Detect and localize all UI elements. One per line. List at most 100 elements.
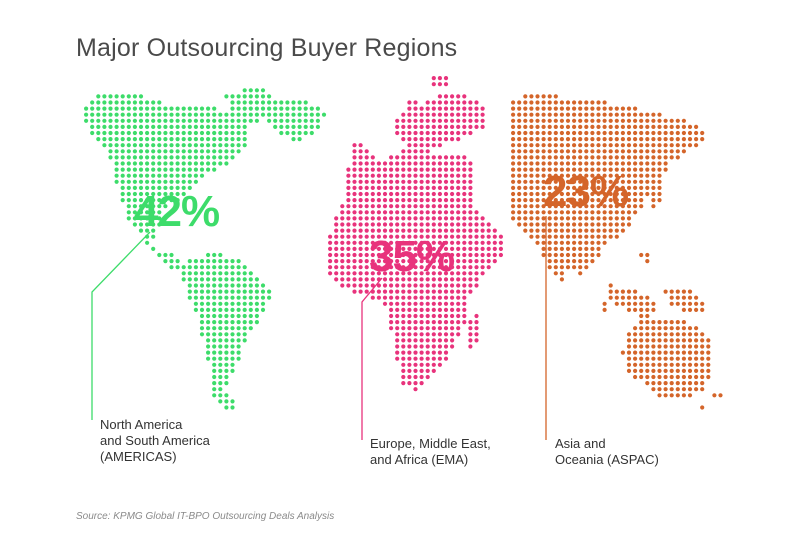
americas-dot [96, 112, 101, 117]
aspac-dot [517, 204, 522, 209]
aspac-dot [620, 155, 626, 160]
aspac-dot [694, 356, 699, 361]
aspac-dot [639, 161, 644, 166]
aspac-dot [626, 344, 632, 349]
aspac-dot [681, 387, 687, 392]
ema-dot [352, 210, 357, 215]
aspac-dot [565, 143, 571, 148]
ema-dot [450, 228, 455, 233]
ema-dot [419, 155, 424, 160]
americas-dot [224, 320, 229, 325]
americas-dot [90, 100, 95, 105]
ema-dot [346, 234, 351, 239]
ema-dot [376, 265, 381, 270]
aspac-dot [675, 295, 680, 300]
aspac-dot [706, 356, 711, 361]
ema-dot [376, 289, 381, 294]
aspac-dot [584, 155, 589, 160]
aspac-dot [694, 295, 699, 300]
aspac-dot [626, 118, 632, 123]
ema-dot [401, 313, 406, 319]
aspac-dot [675, 118, 680, 123]
americas-dot [132, 210, 137, 215]
americas-dot [224, 143, 229, 148]
ema-dot [450, 307, 455, 312]
americas-dot [151, 130, 156, 136]
americas-dot [193, 271, 198, 276]
aspac-dot [645, 167, 650, 172]
ema-dot [437, 362, 442, 367]
aspac-dot [572, 252, 577, 258]
ema-dot [395, 130, 400, 136]
aspac-dot [669, 350, 674, 355]
americas-dot [218, 252, 223, 258]
aspac-dot [517, 198, 522, 203]
aspac-dot [541, 94, 546, 99]
aspac-dot [663, 381, 668, 386]
americas-dot [267, 289, 272, 294]
americas-label-line-1: North America [100, 417, 183, 432]
ema-dot [370, 179, 375, 184]
aspac-dot [657, 350, 662, 355]
americas-dot [291, 137, 296, 142]
aspac-dot [584, 265, 589, 270]
americas-dot [218, 381, 223, 386]
aspac-dot [541, 124, 546, 129]
americas-dot [230, 326, 235, 331]
americas-dot [242, 118, 247, 123]
aspac-dot [541, 118, 546, 123]
ema-dot [395, 173, 400, 178]
ema-dot [358, 210, 363, 215]
ema-dot [462, 259, 467, 264]
ema-dot [431, 344, 436, 349]
aspac-dot [596, 118, 601, 123]
ema-dot [450, 210, 455, 215]
ema-dot [450, 277, 455, 282]
americas-dot [145, 216, 150, 221]
americas-dot [169, 106, 174, 111]
aspac-dot [620, 179, 626, 184]
aspac-dot [651, 191, 656, 197]
americas-dot [206, 271, 211, 276]
aspac-dot [633, 185, 638, 190]
aspac-dot [523, 198, 528, 203]
ema-dot [456, 289, 461, 294]
aspac-dot [675, 332, 680, 337]
aspac-dot [639, 198, 644, 203]
americas-dot [206, 350, 211, 355]
ema-dot [462, 173, 467, 178]
aspac-dot [547, 143, 552, 148]
americas-dot [236, 338, 241, 343]
ema-dot [450, 118, 455, 123]
ema-dot [352, 191, 357, 197]
ema-dot [395, 350, 400, 355]
ema-dot [407, 295, 412, 300]
ema-dot [364, 173, 369, 178]
ema-dot [413, 374, 418, 380]
ema-dot [395, 118, 400, 123]
americas-dot [163, 143, 168, 148]
aspac-dot [626, 368, 632, 373]
ema-dot [468, 320, 473, 325]
aspac-dot [700, 332, 705, 337]
aspac-dot [535, 228, 540, 233]
aspac-dot [633, 155, 638, 160]
ema-dot [346, 259, 351, 264]
ema-dot [376, 204, 381, 209]
ema-dot [401, 130, 406, 136]
aspac-dot [523, 149, 528, 154]
americas-dot [242, 88, 247, 93]
ema-dot [334, 234, 339, 239]
aspac-dot [675, 137, 680, 142]
aspac-dot [602, 234, 607, 239]
americas-dot [218, 118, 223, 123]
ema-dot [401, 374, 406, 380]
americas-dot [114, 137, 119, 142]
aspac-dot [510, 185, 516, 190]
ema-dot [431, 368, 436, 373]
ema-dot [456, 222, 461, 227]
americas-dot [279, 106, 284, 111]
ema-dot [474, 222, 479, 227]
americas-dot [108, 118, 113, 123]
ema-dot [468, 161, 473, 166]
